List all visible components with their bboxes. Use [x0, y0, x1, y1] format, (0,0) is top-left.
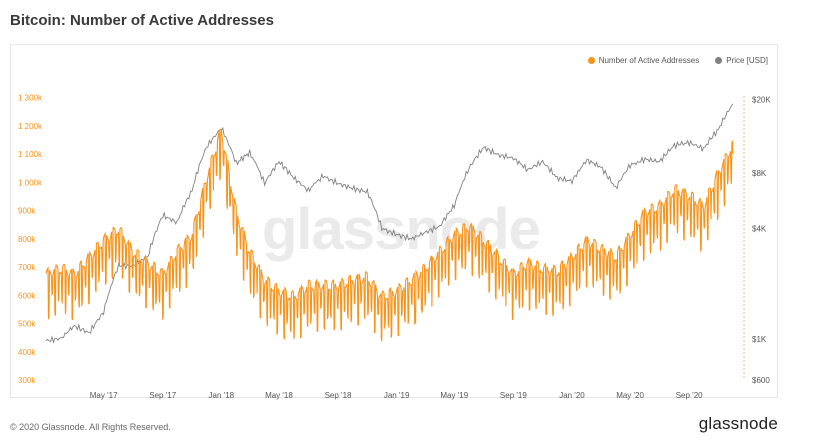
page-title: Bitcoin: Number of Active Addresses: [10, 12, 274, 29]
y-left-tick-label: 900k: [18, 207, 36, 216]
y-left-tick-label: 1 100k: [18, 150, 43, 159]
y-right-tick-label: $20K: [752, 96, 771, 105]
legend-item-price[interactable]: Price [USD]: [715, 56, 768, 65]
x-tick-label: May '17: [90, 391, 118, 400]
legend-label-active-addresses: Number of Active Addresses: [598, 56, 700, 65]
y-right-tick-label: $1K: [752, 335, 767, 344]
glassnode-logo[interactable]: glassnode: [698, 414, 778, 433]
x-tick-label: Jan '19: [384, 391, 410, 400]
x-tick-label: Sep '18: [325, 391, 352, 400]
watermark: glassnode: [262, 197, 541, 262]
y-left-tick-label: 1 200k: [18, 122, 43, 131]
legend-label-price: Price [USD]: [726, 56, 768, 65]
legend-dot-price: [715, 57, 723, 64]
series-line-active-addresses: [45, 128, 734, 342]
y-left-tick-label: 700k: [18, 263, 36, 272]
x-tick-label: Sep '20: [676, 391, 703, 400]
y-right-tick-label: $8K: [752, 169, 767, 178]
series-line-price: [45, 103, 734, 344]
y-left-tick-label: 800k: [18, 235, 36, 244]
copyright-text: © 2020 Glassnode. All Rights Reserved.: [10, 422, 171, 432]
x-tick-label: Sep '19: [500, 391, 527, 400]
y-left-tick-label: 1 300k: [18, 94, 43, 103]
y-left-tick-label: 600k: [18, 291, 36, 300]
y-left-tick-label: 1 000k: [18, 178, 43, 187]
legend-dot-active-addresses: [587, 57, 595, 64]
x-tick-label: Jan '20: [559, 391, 585, 400]
x-tick-label: Jan '18: [209, 391, 235, 400]
y-left-tick-label: 500k: [18, 320, 36, 329]
chart-legend: Number of Active Addresses Price [USD]: [587, 56, 768, 65]
x-tick-label: May '18: [265, 391, 293, 400]
x-tick-label: May '19: [440, 391, 468, 400]
legend-item-active-addresses[interactable]: Number of Active Addresses: [587, 56, 700, 65]
y-right-tick-label: $600: [752, 376, 770, 385]
x-tick-label: May '20: [616, 391, 644, 400]
y-right-tick-label: $4K: [752, 224, 767, 233]
y-left-tick-label: 400k: [18, 348, 36, 357]
y-left-tick-label: 300k: [18, 376, 36, 385]
x-tick-label: Sep '17: [149, 391, 176, 400]
